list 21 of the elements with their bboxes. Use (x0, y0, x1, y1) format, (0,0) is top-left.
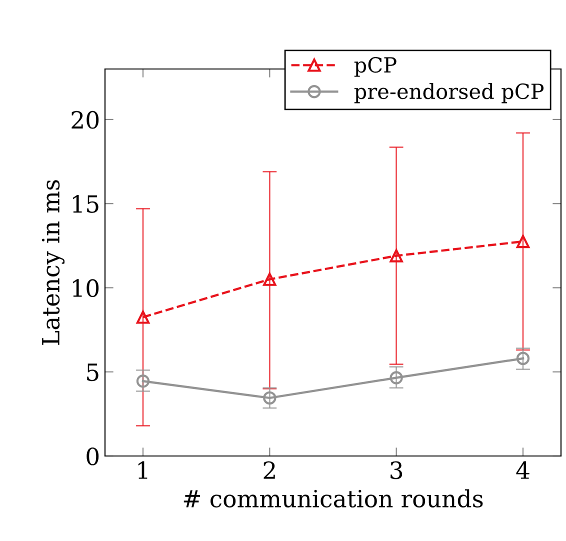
point (263, 272, 276, 286)
y-tick-label: 20 (72, 110, 99, 129)
y-tick-label: 5 (87, 364, 98, 382)
point (516, 234, 530, 248)
x-tick-label: 1 (138, 461, 148, 479)
y-tick-label: 10 (72, 279, 99, 298)
legend-label: pCP (354, 57, 396, 77)
point (136, 310, 150, 324)
y-tick-label: 0 (86, 447, 99, 466)
point (390, 371, 403, 384)
y-tick-label: 15 (72, 195, 98, 213)
point (263, 391, 276, 405)
point (390, 249, 403, 262)
y-axis-title: Latency in ms (42, 180, 65, 345)
point (516, 352, 530, 366)
x-tick-label: 2 (264, 461, 275, 479)
point (136, 374, 150, 388)
legend-label: pre-endorsed pCP (354, 83, 544, 104)
x-tick-label: 4 (516, 461, 530, 479)
x-tick-label: 3 (390, 461, 402, 480)
x-axis-title: # communication rounds (184, 489, 483, 508)
